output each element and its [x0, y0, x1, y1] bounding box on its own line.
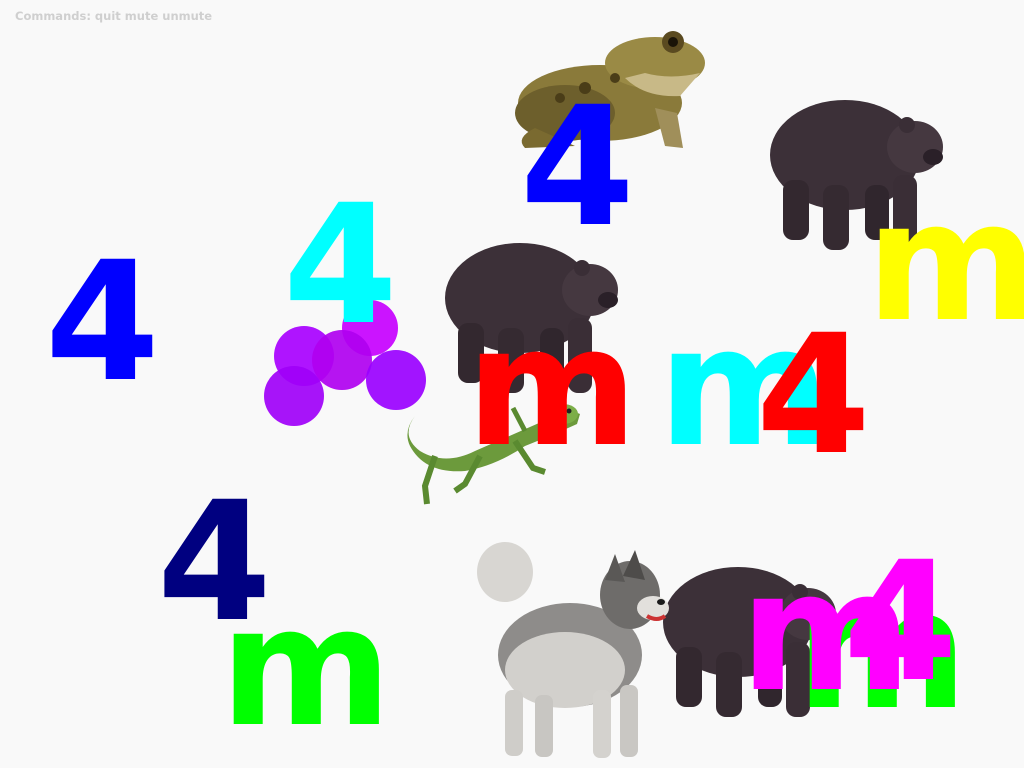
letter-m-red: m	[466, 291, 638, 483]
letter-m-green-right: m	[796, 554, 968, 746]
letter-4-blue-left: 4	[45, 226, 160, 418]
letter-4-blue-top: 4	[520, 71, 635, 263]
letter-m-cyan: m	[658, 291, 830, 483]
bear-icon	[658, 552, 838, 727]
letter-m-yellow: m	[866, 166, 1024, 358]
lizard-icon	[395, 396, 585, 508]
husky-dog-icon	[475, 540, 670, 762]
letter-4-red: 4	[756, 299, 871, 491]
bear-icon	[440, 228, 620, 403]
letter-4-magenta: 4	[843, 526, 958, 718]
frog-icon	[505, 18, 710, 158]
letter-4-cyan: 4	[283, 169, 398, 361]
letter-4-navy: 4	[157, 466, 272, 658]
letter-m-green-left: m	[220, 571, 392, 763]
commands-hint: Commands: quit mute unmute	[15, 9, 213, 23]
grapes-icon	[262, 298, 432, 430]
letter-m-magenta: m	[740, 536, 912, 728]
bear-icon	[765, 85, 945, 260]
